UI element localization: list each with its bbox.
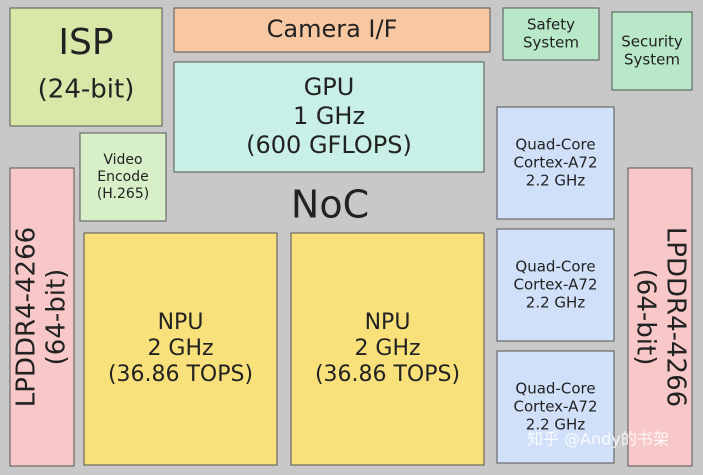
block-label: LPDDR4-4266(64-bit) — [631, 227, 691, 407]
label-line: Quad-Core — [515, 380, 595, 398]
label-line: (H.265) — [97, 186, 149, 202]
label-line: LPDDR4-4266 — [12, 227, 42, 407]
block — [627, 167, 693, 467]
block — [173, 61, 485, 173]
noc-label: NoC — [291, 183, 369, 227]
label-line: (64-bit) — [42, 269, 72, 366]
label-line: 2.2 GHz — [526, 172, 586, 190]
block — [502, 7, 600, 61]
label-line: (24-bit) — [38, 75, 135, 105]
block — [290, 232, 485, 466]
label-line: GPU — [304, 73, 355, 101]
lpddr-left: LPDDR4-4266 (64-bit) — [9, 167, 75, 467]
label-line: Quad-Core — [515, 136, 595, 154]
label-line: Encode — [97, 169, 148, 185]
camera: Camera I/F — [173, 7, 491, 53]
block — [496, 106, 615, 220]
label-line: LPDDR4-4266 — [661, 227, 691, 407]
label-line: 2 GHz — [147, 336, 213, 361]
label-line: 2 GHz — [354, 336, 420, 361]
label-line: Cortex-A72 — [514, 398, 598, 416]
label-line: 2.2 GHz — [526, 294, 586, 312]
block-label: Camera I/F — [267, 15, 398, 43]
block — [173, 7, 491, 53]
label-line: Cortex-A72 — [514, 276, 598, 294]
block — [611, 11, 693, 91]
watermark: 知乎 @Andy的书架 — [527, 430, 669, 449]
block-label: ISP (24-bit) — [38, 22, 135, 105]
label-line: (36.86 TOPS) — [315, 362, 460, 387]
label-line: 1 GHz — [293, 102, 365, 130]
label-line: System — [624, 51, 680, 69]
label-line: Safety — [527, 16, 575, 34]
lpddr-right: LPDDR4-4266(64-bit) — [627, 167, 693, 467]
block — [79, 132, 167, 222]
label-line: (64-bit) — [631, 269, 661, 366]
label-line: NPU — [158, 310, 204, 335]
label-line: (600 GFLOPS) — [246, 131, 412, 159]
label-line: Security — [621, 33, 683, 51]
label-line: 2.2 GHz — [526, 416, 586, 434]
label-line: Quad-Core — [515, 258, 595, 276]
label-line: NPU — [365, 310, 411, 335]
block — [83, 232, 278, 466]
label-line: Video — [103, 152, 142, 168]
block — [9, 7, 163, 127]
label-line: (36.86 TOPS) — [108, 362, 253, 387]
block — [496, 350, 615, 464]
label-line: Cortex-A72 — [514, 154, 598, 172]
label-line: Camera I/F — [267, 15, 398, 43]
block-label: LPDDR4-4266(64-bit) — [12, 227, 72, 407]
isp: ISP (24-bit) — [9, 7, 163, 127]
block — [9, 167, 75, 467]
label-line: System — [523, 34, 579, 52]
label-line: ISP — [58, 22, 113, 63]
block — [496, 228, 615, 342]
